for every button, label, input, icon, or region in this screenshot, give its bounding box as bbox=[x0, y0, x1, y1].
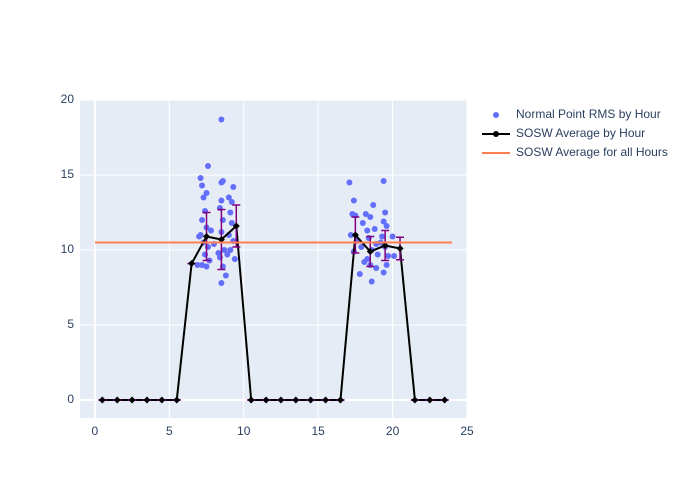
legend-label: SOSW Average by Hour bbox=[516, 126, 645, 140]
data-point bbox=[347, 232, 354, 238]
x-tick-label: 20 bbox=[386, 424, 400, 438]
plot-background bbox=[80, 100, 467, 418]
data-point bbox=[391, 253, 398, 259]
legend-marker bbox=[493, 131, 499, 137]
legend-label: SOSW Average for all Hours bbox=[516, 145, 668, 159]
line-marker bbox=[158, 396, 166, 404]
data-point bbox=[383, 223, 390, 229]
data-point bbox=[380, 269, 387, 276]
x-tick-label: 15 bbox=[311, 424, 325, 438]
x-tick-label: 25 bbox=[460, 424, 474, 438]
line-marker bbox=[203, 233, 211, 240]
data-point bbox=[228, 199, 235, 205]
line-marker bbox=[426, 396, 434, 404]
data-point bbox=[199, 217, 206, 223]
data-point bbox=[346, 179, 353, 186]
data-point bbox=[359, 220, 366, 226]
line-marker bbox=[277, 396, 285, 404]
x-tick-label: 5 bbox=[166, 424, 173, 438]
line-marker bbox=[396, 245, 404, 252]
data-point bbox=[380, 218, 387, 225]
data-point bbox=[218, 116, 225, 123]
data-point bbox=[368, 278, 375, 285]
data-point bbox=[374, 251, 381, 258]
data-point bbox=[224, 251, 231, 258]
x-tick-label: 0 bbox=[92, 424, 99, 438]
data-point bbox=[222, 272, 229, 279]
data-point bbox=[219, 178, 226, 184]
data-point bbox=[389, 233, 396, 240]
data-point bbox=[197, 175, 204, 181]
data-point bbox=[199, 262, 206, 268]
data-point bbox=[361, 259, 368, 265]
data-point bbox=[205, 163, 212, 169]
line-marker bbox=[113, 396, 121, 404]
data-point bbox=[385, 253, 392, 259]
data-point bbox=[227, 209, 234, 216]
line-marker bbox=[188, 260, 196, 267]
data-point bbox=[380, 178, 387, 184]
legend-marker bbox=[493, 112, 499, 118]
line-marker bbox=[441, 396, 449, 404]
data-point bbox=[218, 197, 225, 204]
data-point bbox=[362, 211, 369, 217]
data-point bbox=[227, 247, 234, 253]
y-tick-label: 5 bbox=[67, 317, 74, 331]
data-point bbox=[225, 194, 232, 201]
data-point bbox=[370, 202, 377, 208]
y-tick-label: 15 bbox=[61, 167, 75, 181]
data-point bbox=[371, 226, 378, 232]
data-point bbox=[367, 214, 374, 220]
data-point bbox=[382, 209, 389, 216]
legend-label: Normal Point RMS by Hour bbox=[516, 107, 661, 121]
line-marker bbox=[292, 396, 300, 404]
data-point bbox=[373, 265, 380, 271]
legend: Normal Point RMS by Hour SOSW Average by … bbox=[482, 107, 668, 159]
data-point bbox=[203, 190, 210, 196]
line-marker bbox=[307, 396, 315, 404]
data-point bbox=[231, 256, 238, 262]
line-marker bbox=[336, 396, 344, 404]
line-marker bbox=[247, 396, 255, 404]
data-point bbox=[207, 227, 214, 234]
line-marker bbox=[173, 396, 181, 404]
data-point bbox=[228, 220, 235, 226]
data-point bbox=[221, 247, 228, 253]
data-point bbox=[358, 244, 365, 250]
line-marker bbox=[366, 248, 374, 255]
line-marker bbox=[381, 242, 389, 249]
line-marker bbox=[143, 396, 151, 404]
line-marker bbox=[98, 396, 106, 404]
line-marker bbox=[411, 396, 419, 404]
data-point bbox=[200, 194, 207, 201]
data-point bbox=[215, 250, 222, 256]
data-point bbox=[356, 271, 363, 277]
y-tick-label: 10 bbox=[61, 242, 75, 256]
line-marker bbox=[217, 236, 225, 243]
data-point bbox=[383, 262, 390, 268]
data-point bbox=[194, 262, 201, 268]
line-marker bbox=[262, 396, 270, 404]
line-marker bbox=[128, 396, 136, 404]
line-marker bbox=[322, 396, 330, 404]
data-point bbox=[350, 197, 357, 204]
data-point bbox=[218, 280, 225, 286]
data-point bbox=[364, 227, 371, 234]
line-marker bbox=[351, 231, 359, 239]
line-marker bbox=[232, 222, 240, 230]
data-point bbox=[230, 184, 237, 190]
x-tick-label: 10 bbox=[237, 424, 251, 438]
y-tick-label: 0 bbox=[67, 392, 74, 406]
y-tick-label: 20 bbox=[61, 92, 75, 106]
data-point bbox=[199, 182, 206, 189]
data-point bbox=[196, 233, 203, 240]
data-point bbox=[379, 233, 386, 240]
